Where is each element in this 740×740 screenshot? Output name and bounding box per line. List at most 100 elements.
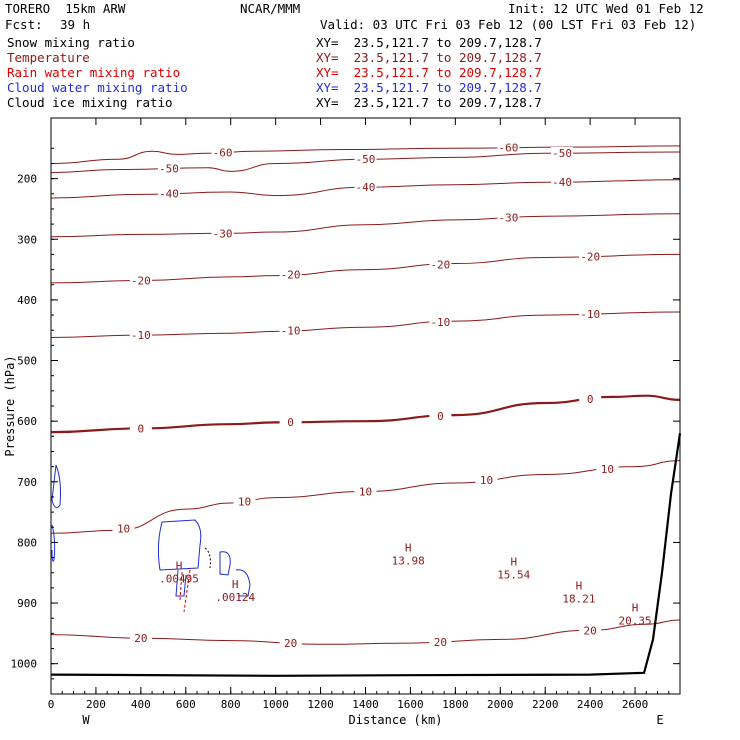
isotherm-label-bg (211, 227, 234, 240)
x-tick-label: 1200 (307, 698, 334, 711)
y-tick-label: 500 (17, 355, 37, 368)
isotherm-label-bg (279, 268, 302, 281)
high-marker: H (510, 555, 517, 568)
isotherm-label: -20 (131, 274, 151, 287)
y-tick-label: 400 (17, 294, 37, 307)
isotherm-label-bg (279, 324, 302, 337)
isotherm-label: -30 (499, 212, 519, 225)
isotherm-line (50, 394, 681, 434)
isotherm-label-bg (429, 258, 452, 271)
isotherm-label-bg (551, 147, 574, 160)
isotherm-label: -10 (580, 308, 600, 321)
y-tick-label: 1000 (11, 658, 38, 671)
legend-xy-cloud-ice: XY= 23.5,121.7 to 209.7,128.7 (316, 95, 542, 110)
isotherm-label-bg (279, 416, 302, 429)
isotherm-label-bg (354, 153, 377, 166)
isotherm-label: -10 (430, 316, 450, 329)
isotherm-label-bg (596, 463, 619, 476)
isotherm-line (50, 311, 681, 338)
isotherm-label-bg (129, 274, 152, 287)
isotherm-label: 10 (117, 523, 130, 536)
legend-name-cloud-water: Cloud water mixing ratio (7, 80, 188, 95)
x-tick-label: 1000 (262, 698, 289, 711)
legend-xy-temperature: XY= 23.5,121.7 to 209.7,128.7 (316, 50, 542, 65)
y-tick-label: 700 (17, 476, 37, 489)
isotherm-label-bg (579, 308, 602, 321)
high-value: 13.98 (392, 555, 425, 568)
x-tick-label: 2600 (622, 698, 649, 711)
isotherm-label: -50 (159, 163, 179, 176)
terrain-line (50, 433, 682, 677)
x-tick-label: 800 (221, 698, 241, 711)
legend-xy-cloud-water: XY= 23.5,121.7 to 209.7,128.7 (316, 80, 542, 95)
high-value: 18.21 (562, 593, 595, 606)
isotherm-label: -40 (356, 181, 376, 194)
isotherm-label-bg (429, 410, 452, 423)
x-tick-label: 0 (48, 698, 55, 711)
x-tick-label: 200 (86, 698, 106, 711)
x-tick-label: 2400 (577, 698, 604, 711)
rain-water-contour (183, 569, 191, 613)
x-tick-label: 1800 (442, 698, 469, 711)
isotherm-label: 20 (284, 637, 297, 650)
legend-name-rain: Rain water mixing ratio (7, 65, 181, 80)
isotherm-label: 0 (437, 410, 444, 423)
legend-name-snow: Snow mixing ratio (7, 35, 135, 50)
cloud-water-contour (51, 464, 61, 509)
cloud-contour-layer (51, 464, 251, 613)
cloud-water-contour (175, 569, 187, 597)
axes: 0 200 400 600 800 1000 1200 1400 1600 1800 2000 220… (3, 117, 681, 727)
legend-name-temperature: Temperature (7, 50, 90, 65)
isotherm-label-bg (579, 624, 602, 637)
isotherm-label-bg (129, 422, 152, 435)
high-value: 15.54 (497, 568, 530, 581)
isotherm-line (50, 179, 681, 199)
isotherm-label: 0 (287, 416, 294, 429)
isotherm-label: 10 (480, 474, 493, 487)
isotherm-label-bg (354, 181, 377, 194)
isotherm-label: 20 (434, 636, 447, 649)
isotherm-label-bg (354, 485, 377, 498)
y-tick-label: 300 (17, 233, 37, 246)
isotherm-label-bg (279, 637, 302, 650)
isotherm-label: -30 (213, 227, 233, 240)
cloud-water-contour (51, 524, 56, 562)
isotherm-label-bg (475, 474, 498, 487)
legend-xy-snow: XY= 23.5,121.7 to 209.7,128.7 (316, 35, 542, 50)
isotherm-line (50, 151, 681, 174)
x-axis-label: Distance (km) (349, 713, 443, 727)
isotherm-label-bg (233, 495, 256, 508)
model-title: TORERO 15km ARW (5, 1, 126, 16)
isotherm-label: -20 (430, 259, 450, 272)
org-label: NCAR/MMM (240, 1, 301, 16)
isotherm-label-bg (112, 522, 135, 535)
y-tick-label: 200 (17, 173, 37, 186)
cloud-water-contour (219, 551, 231, 576)
isotherm-label: 20 (134, 632, 147, 645)
high-marker: H (632, 602, 639, 615)
x-tick-label: 600 (176, 698, 196, 711)
isotherm-label: -60 (499, 142, 519, 155)
x-tick-label: 1400 (352, 698, 379, 711)
isotherm-label: 0 (587, 393, 594, 406)
west-label: W (82, 713, 90, 727)
isotherm-label-bg (497, 141, 520, 154)
isotherm-line (50, 213, 681, 238)
isotherm-label-bg (211, 146, 234, 159)
high-value: 20.35 (619, 615, 652, 628)
init-time: Init: 12 UTC Wed 01 Feb 12 (508, 1, 704, 16)
isotherm-label-bg (157, 162, 180, 175)
isotherm-label: 10 (601, 463, 614, 476)
isotherm-label-bg (157, 187, 180, 200)
isotherm-label-bg (551, 175, 574, 188)
isotherm-label-bg (579, 392, 602, 405)
high-marker: H (576, 580, 583, 593)
y-tick-label: 600 (17, 415, 37, 428)
isotherm-line (50, 619, 681, 645)
high-value: .00124 (215, 591, 255, 604)
plot-frame (50, 117, 681, 695)
legend-name-cloud-ice: Cloud ice mixing ratio (7, 95, 173, 110)
y-axis-label: Pressure (hPa) (3, 355, 17, 456)
